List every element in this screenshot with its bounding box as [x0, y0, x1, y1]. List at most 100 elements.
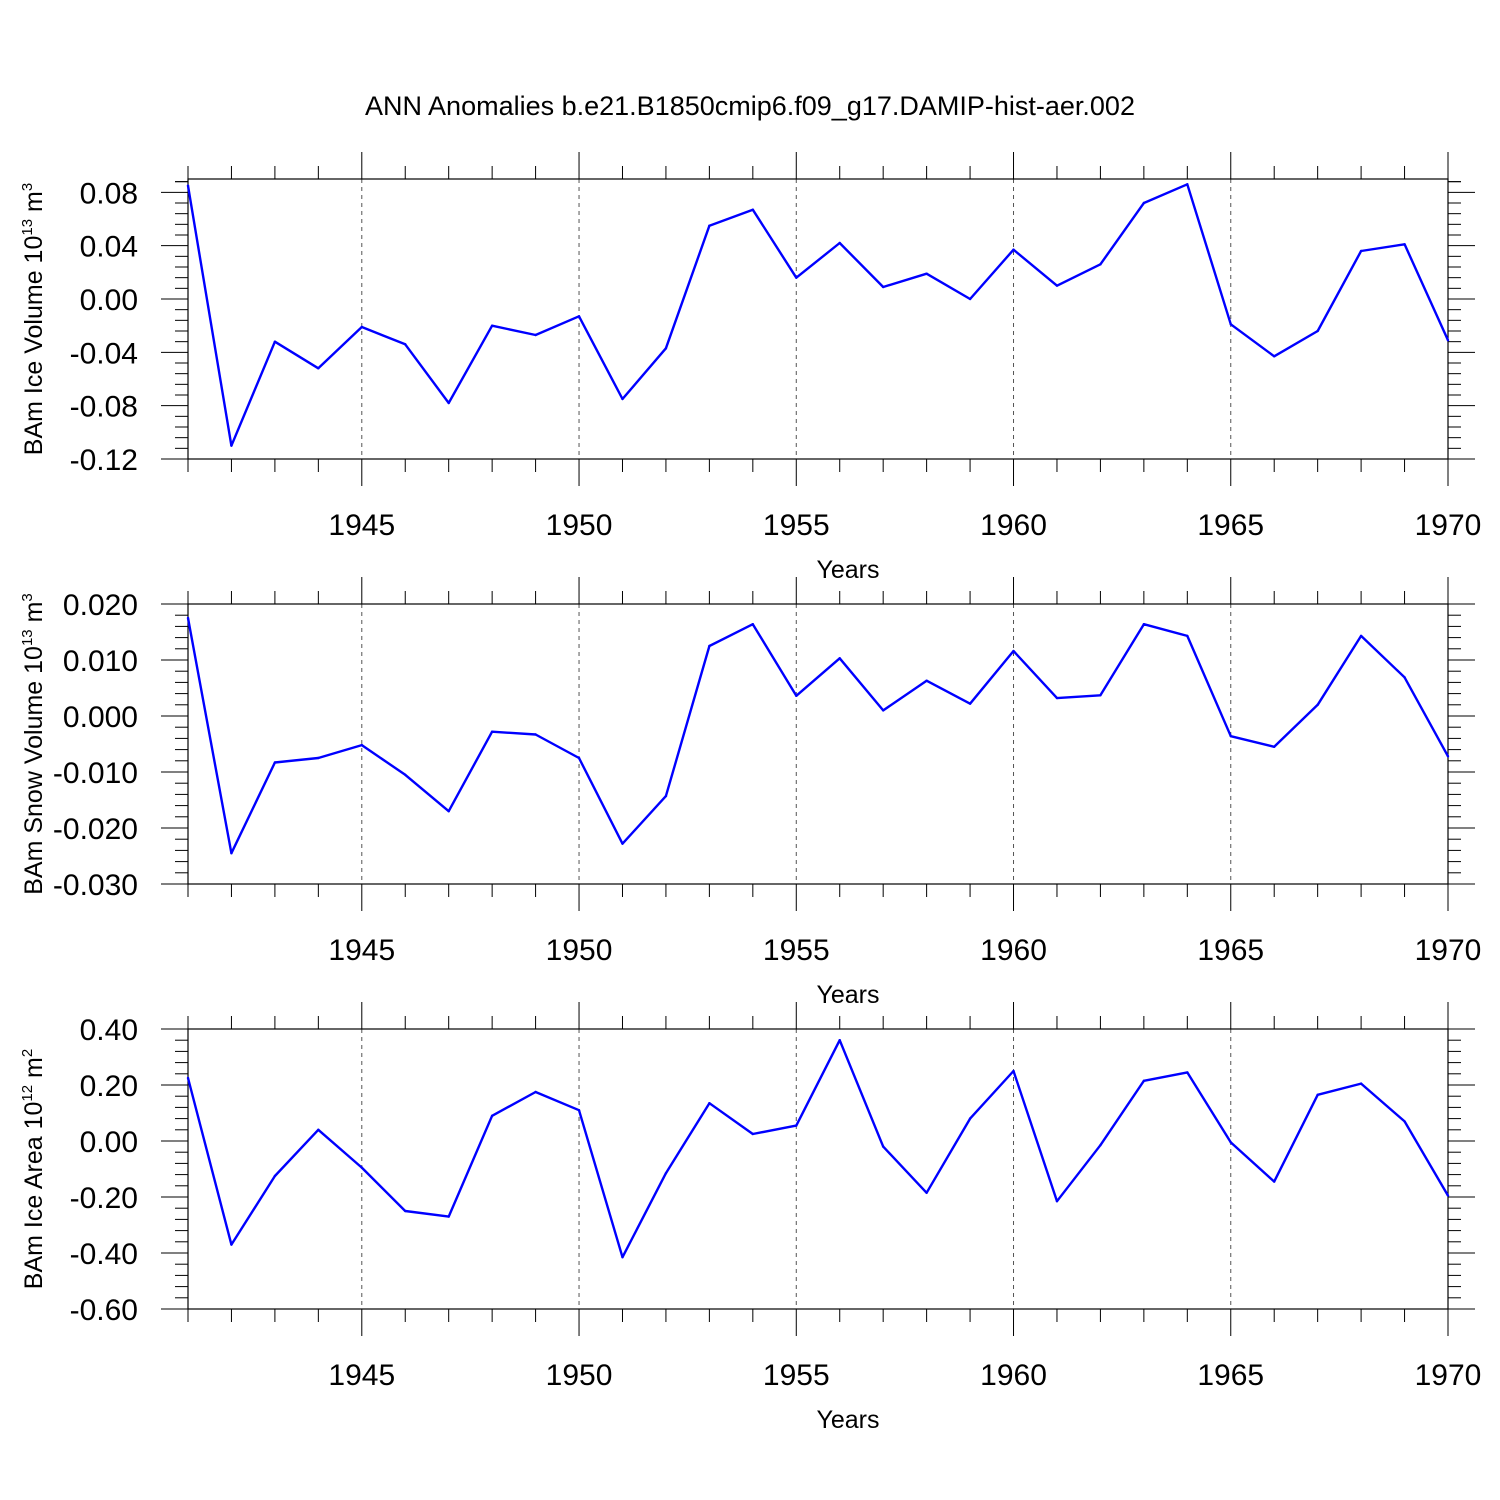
data-point — [751, 1132, 755, 1136]
x-tick-label: 1950 — [546, 509, 613, 542]
data-point — [404, 343, 407, 346]
data-point — [577, 756, 581, 760]
data-point — [1446, 1194, 1450, 1197]
data-point — [360, 325, 363, 329]
data-point — [1403, 243, 1406, 246]
data-point — [490, 324, 494, 327]
data-point — [1099, 694, 1102, 697]
data-point — [881, 709, 885, 712]
data-point — [360, 1166, 363, 1169]
x-tick-label: 1970 — [1415, 934, 1482, 967]
data-point — [186, 616, 190, 620]
data-point — [577, 1109, 581, 1112]
data-point — [1446, 339, 1450, 342]
y-tick-label: 0.08 — [80, 177, 138, 210]
data-point — [1273, 355, 1276, 358]
panel-3: 1945 1950 1955 1960 1965 1970 Years -0.60 -0.40 -… — [19, 1002, 1481, 1434]
data-point — [230, 444, 233, 447]
data-point — [621, 842, 624, 845]
data-point — [1012, 649, 1015, 653]
y-tick-label: -0.12 — [70, 444, 138, 477]
data-point — [664, 1172, 668, 1175]
data-point — [925, 272, 928, 275]
y-tick-label: 0.020 — [63, 589, 138, 622]
data-point — [881, 285, 885, 289]
data-point — [621, 397, 624, 401]
data-point — [1359, 634, 1363, 638]
data-point — [273, 1174, 277, 1178]
data-point — [534, 733, 537, 736]
x-tick-label: 1950 — [546, 1359, 613, 1392]
data-point — [534, 1090, 537, 1094]
data-point — [968, 297, 972, 301]
data-point — [968, 702, 972, 705]
data-point — [1099, 263, 1102, 266]
x-tick-label: 1945 — [328, 934, 395, 967]
data-point — [925, 1191, 928, 1195]
data-point — [1055, 696, 1059, 700]
data-point — [1142, 201, 1146, 205]
y-tick-label: -0.40 — [70, 1238, 138, 1271]
data-point — [1316, 1093, 1319, 1097]
x-tick-label: 1945 — [328, 1359, 395, 1392]
chart-title: ANN Anomalies b.e21.B1850cmip6.f09_g17.D… — [365, 91, 1135, 121]
data-point — [577, 315, 581, 318]
y-tick-label: -0.030 — [53, 869, 138, 902]
data-point — [925, 679, 928, 682]
x-axis-label: Years — [816, 556, 879, 584]
data-point — [273, 761, 277, 764]
x-tick-label: 1960 — [980, 509, 1047, 542]
series-line — [186, 1038, 1450, 1259]
y-tick-label: 0.00 — [80, 1126, 138, 1159]
x-tick-label: 1960 — [980, 1359, 1047, 1392]
x-tick-label: 1950 — [546, 934, 613, 967]
data-point — [273, 340, 277, 343]
data-point — [1273, 745, 1276, 748]
data-point — [751, 622, 755, 626]
data-point — [1099, 1144, 1102, 1147]
data-point — [404, 773, 407, 776]
series-line — [186, 617, 1450, 855]
plot-frame — [187, 178, 1449, 460]
data-point — [708, 224, 711, 227]
y-tick-label: 0.04 — [80, 231, 138, 264]
x-axis-label: Years — [816, 1406, 879, 1434]
data-point — [317, 756, 320, 760]
x-tick-label: 1965 — [1197, 509, 1264, 542]
y-tick-label: 0.20 — [80, 1070, 138, 1103]
data-point — [708, 1102, 711, 1105]
data-point — [230, 852, 233, 855]
x-tick-label: 1965 — [1197, 1359, 1264, 1392]
data-point — [1186, 183, 1189, 186]
data-point — [1186, 634, 1189, 638]
y-tick-label: -0.60 — [70, 1294, 138, 1327]
data-point — [360, 743, 363, 747]
y-tick-label: 0.010 — [63, 645, 138, 678]
panel-1: 1945 1950 1955 1960 1965 1970 Years -0.12 -0.08 -… — [19, 152, 1481, 584]
data-point — [838, 241, 841, 245]
data-point — [186, 1076, 190, 1080]
data-point — [795, 694, 798, 698]
plot-frame — [187, 1028, 1449, 1310]
data-point — [838, 1039, 841, 1042]
y-tick-label: 0.40 — [80, 1014, 138, 1047]
y-axis-label: BAm Snow Volume 1013 m3 — [19, 593, 48, 895]
x-tick-label: 1945 — [328, 509, 395, 542]
data-point — [795, 276, 798, 279]
data-point — [1359, 1082, 1363, 1085]
data-point — [1403, 1120, 1406, 1123]
data-point — [838, 657, 841, 660]
panels: 1945 1950 1955 1960 1965 1970 Years -0.12 -0.08 -… — [19, 152, 1481, 1434]
data-point — [1142, 1079, 1146, 1083]
x-tick-label: 1970 — [1415, 509, 1482, 542]
series-line — [186, 183, 1450, 447]
data-point — [534, 333, 537, 337]
y-tick-label: -0.04 — [70, 337, 138, 370]
data-point — [1359, 249, 1363, 253]
data-point — [447, 401, 450, 405]
data-point — [490, 730, 494, 733]
data-point — [404, 1209, 407, 1213]
data-point — [1229, 323, 1232, 326]
data-point — [1012, 1069, 1015, 1073]
